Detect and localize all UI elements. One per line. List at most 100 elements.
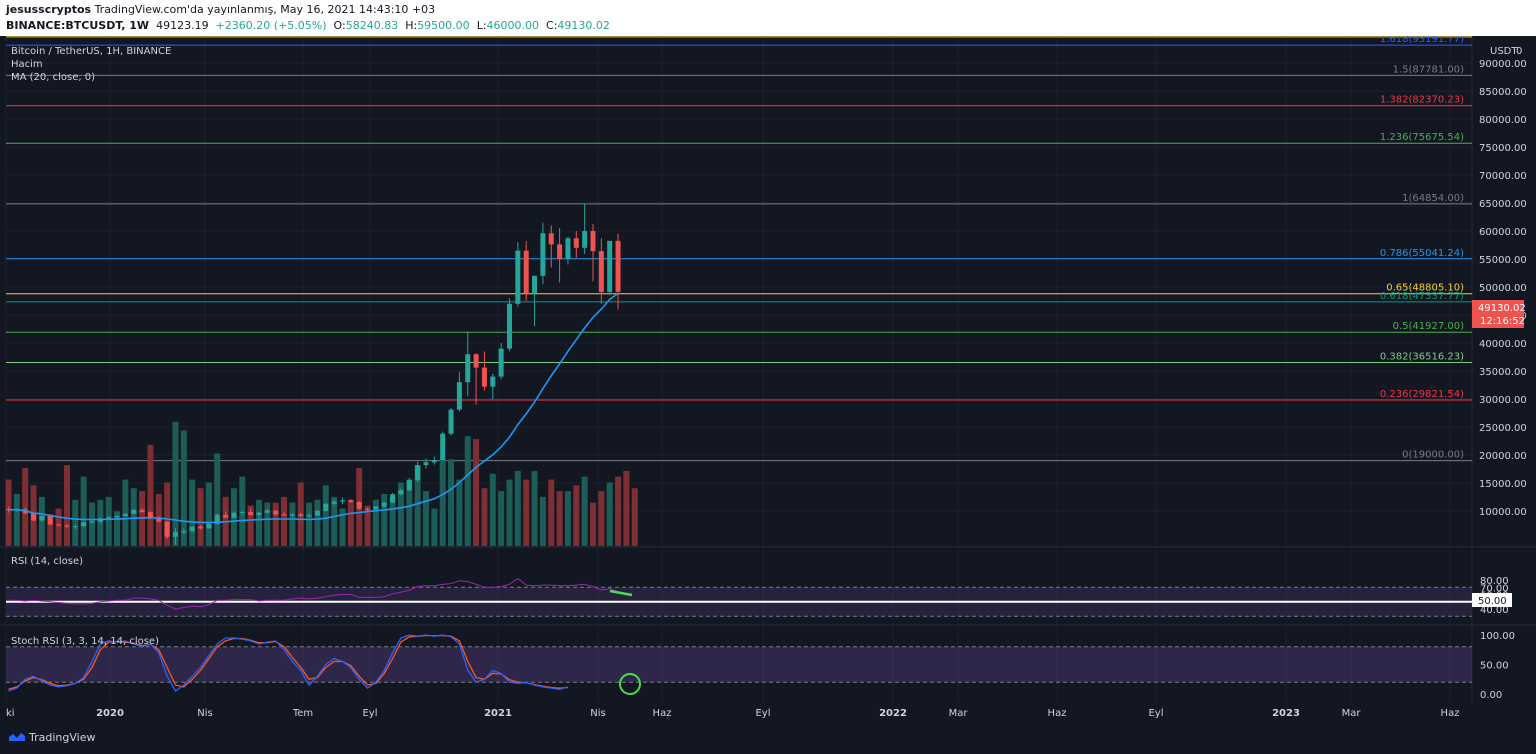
rsi-tick-2: 70.00 [1480,583,1509,594]
volume-bar-8 [72,499,79,546]
candle-body-52 [440,433,446,461]
volume-bar-68 [573,485,580,546]
stoch-rsi-pane [6,634,1472,695]
fib-label-6: 0.786(55041.24) [1380,248,1464,259]
fib-label-10: 0.382(36516.23) [1380,352,1464,363]
fib-label-3: 1.382(82370.23) [1380,95,1464,106]
publish-header: jesusscryptos TradingView.com'da yayınla… [0,0,1536,36]
volume-bar-14 [122,479,129,546]
candle-body-14 [122,513,128,517]
volume-bar-43 [364,505,371,546]
candle-body-23 [198,526,204,529]
candle-body-64 [540,233,546,276]
fib-retracement[interactable]: 1.65(94659.10)1.618(93191.77) 1.5(87781.0… [6,36,1472,462]
candle-body-44 [373,506,379,510]
volume-bar-21 [180,430,187,546]
candle-body-7 [64,525,70,527]
volume-bar-9 [80,476,87,546]
volume-bar-62 [523,479,530,546]
volume-bar-66 [556,491,563,546]
volume-bar-19 [164,482,171,546]
volume-bar-6 [55,508,62,546]
rsi-pane [6,577,1472,617]
volume-bar-53 [448,459,455,546]
fib-label-1: 1.618(93191.77) [1380,36,1464,45]
candle-body-37 [314,511,320,516]
candle-body-65 [548,233,554,245]
candle-body-19 [164,521,170,537]
volume-bar-5 [47,514,54,546]
volume-bar-44 [372,499,379,546]
candle-body-25 [214,514,220,524]
time-label-1: 2020 [96,708,124,719]
candle-body-69 [582,231,588,248]
volume-bar-37 [314,499,321,546]
candle-body-8 [72,526,78,528]
candle-body-15 [131,509,137,514]
volume-bar-51 [431,508,438,546]
currency-label[interactable]: USDT [1490,46,1518,57]
candle-body-3 [31,513,37,521]
time-axis-bg [0,702,1536,722]
candle-body-36 [306,515,312,517]
symbol-info: BINANCE:BTCUSDT, 1W 49123.19 +2360.20 (+… [6,19,610,32]
price-tick-15: 85000.00 [1479,87,1527,98]
fib-label-4: 1.236(75675.54) [1380,132,1464,143]
last-price-badge [1472,300,1524,328]
price-tick-14: 80000.00 [1479,115,1527,126]
time-label-8: Eyl [755,708,770,719]
rsi-divergence-mark [609,589,633,597]
footer-brand[interactable]: TradingView [29,731,96,744]
price-tags: 49130.02 12:16:52 50.00 [1472,300,1526,607]
time-label-3: Tem [292,708,313,719]
close-label: C: [546,19,558,32]
candlestick-series[interactable] [6,203,621,545]
candle-body-40 [340,500,345,502]
currency-badge[interactable] [1486,44,1522,58]
candle-body-29 [248,512,254,515]
candle-body-71 [598,251,604,293]
candle-body-32 [273,510,279,515]
candle-body-63 [532,275,538,294]
volume-bar-41 [347,499,354,546]
volume-bar-30 [256,499,262,546]
candle-body-58 [490,376,496,387]
volume-bar-15 [130,488,137,546]
time-label-13: 2023 [1272,708,1300,719]
price-tick-5: 35000.00 [1479,367,1527,378]
fib-label-2: 1.5(87781.00) [1393,64,1465,75]
price-tick-1: 15000.00 [1479,479,1527,490]
volume-bar-33 [281,496,288,546]
volume-bar-12 [105,496,112,546]
footer: TradingView [0,722,1536,754]
volume-bar-49 [414,465,421,546]
low-label: L: [476,19,487,32]
candle-body-42 [356,502,362,509]
candle-body-31 [264,510,270,513]
trading-chart[interactable]: 1.65(94659.10)1.618(93191.77) 1.5(87781.0… [0,36,1536,722]
volume-bar-32 [272,502,279,546]
low-value: 46000.00 [486,19,540,32]
volume-bar-29 [247,505,254,546]
volume-bar-36 [306,502,313,546]
tradingview-logo-icon[interactable] [8,731,26,743]
volume-bar-1 [13,494,20,546]
candle-body-67 [565,238,571,259]
stoch-highlight-circle [619,673,641,695]
candle-body-41 [348,500,354,503]
stoch-d-line [8,634,568,690]
volume-bar-2 [22,468,29,546]
pane-labels: Bitcoin / TetherUS, 1H, BINANCE Hacim MA… [11,44,1522,647]
time-label-15: Haz [1441,708,1460,719]
author-name[interactable]: jesusscryptos [6,3,92,16]
ma-line [8,292,619,524]
close-value: 49130.02 [557,19,610,32]
candle-body-49 [415,465,421,481]
volume-bar-23 [197,488,204,546]
fib-label-7: 0.65(48805.10) [1386,283,1464,294]
volume-bar-69 [581,476,588,546]
candle-body-5 [47,516,53,525]
candle-body-39 [331,501,337,504]
candle-body-10 [89,521,95,523]
volume-bar-46 [389,496,396,546]
